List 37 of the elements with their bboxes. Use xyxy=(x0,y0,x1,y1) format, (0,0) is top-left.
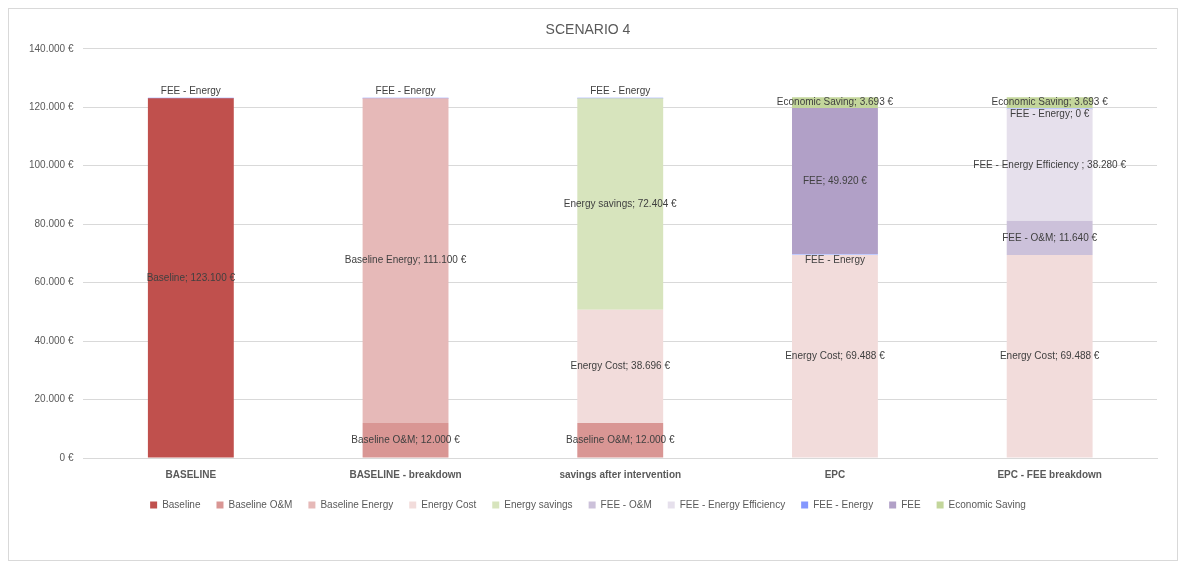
x-tick-label: EPC - FEE breakdown xyxy=(997,468,1102,480)
y-tick-label: 140.000 € xyxy=(28,42,74,54)
x-tick-label: BASELINE xyxy=(165,468,217,480)
legend-label: FEE - Energy Efficiency xyxy=(679,498,786,510)
y-tick-label: 60.000 € xyxy=(34,276,74,288)
y-tick-label: 100.000 € xyxy=(28,159,74,171)
legend-label: Energy Cost xyxy=(421,498,477,510)
data-label: Baseline Energy; 111.100 € xyxy=(344,254,467,266)
data-label: Energy savings; 72.404 € xyxy=(563,197,678,209)
data-label: FEE - Energy xyxy=(590,85,651,97)
data-label: FEE - Energy Efficiency ; 38.280 € xyxy=(973,158,1127,170)
legend-label: Baseline O&M xyxy=(228,498,293,510)
y-tick-label: 40.000 € xyxy=(34,334,74,346)
legend-label: FEE xyxy=(901,498,921,510)
legend-label: Economic Saving xyxy=(948,498,1026,510)
legend-label: FEE - O&M xyxy=(600,498,652,510)
legend-label: Energy savings xyxy=(504,498,573,510)
data-label: FEE - Energy xyxy=(160,85,221,97)
y-tick-label: 80.000 € xyxy=(34,217,74,229)
data-label: Energy Cost; 69.488 € xyxy=(999,349,1100,361)
legend-label: FEE - Energy xyxy=(813,498,874,510)
data-label: FEE - O&M; 11.640 € xyxy=(1002,231,1098,243)
x-tick-label: BASELINE - breakdown xyxy=(349,468,462,480)
data-label: Energy Cost; 38.696 € xyxy=(570,360,671,372)
x-tick-label: EPC xyxy=(824,468,846,480)
data-label: FEE - Energy; 0 € xyxy=(1009,108,1090,120)
data-label: FEE - Energy xyxy=(804,254,865,266)
y-tick-label: 120.000 € xyxy=(28,101,74,113)
legend-label: Baseline xyxy=(162,498,201,510)
y-tick-label: 20.000 € xyxy=(34,393,74,405)
data-label: FEE - Energy xyxy=(375,85,436,97)
y-tick-label: 0 € xyxy=(59,451,74,463)
x-tick-label: savings after intervention xyxy=(559,468,682,480)
data-label: Energy Cost; 69.488 € xyxy=(785,349,886,361)
legend-label: Baseline Energy xyxy=(320,498,394,510)
data-label: FEE; 49.920 € xyxy=(802,174,868,186)
chart-title: SCENARIO 4 xyxy=(545,21,631,38)
